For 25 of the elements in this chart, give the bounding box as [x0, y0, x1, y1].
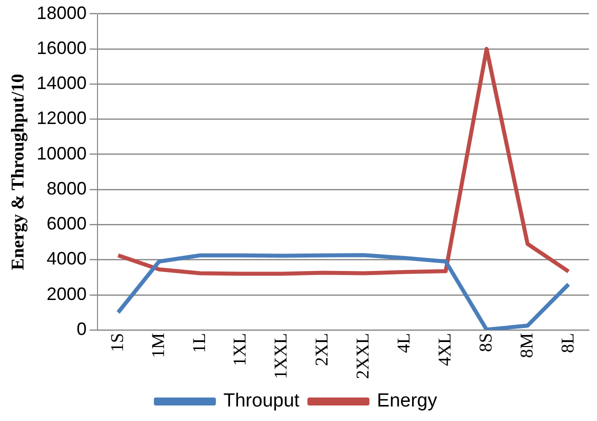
- y-tick-label: 6000: [46, 214, 87, 234]
- x-tick-label: 2XXL: [352, 333, 373, 380]
- x-tick-label: 1XXL: [270, 333, 291, 380]
- x-tick-label: 8M: [516, 333, 536, 358]
- y-tick-label: 14000: [36, 73, 87, 94]
- y-tick-label: 0: [76, 318, 87, 339]
- y-tick-label: 12000: [36, 108, 87, 128]
- y-axis-title: Energy & Throughput/10: [7, 74, 28, 270]
- y-tick-label: 10000: [36, 143, 87, 164]
- legend-label: Throuput: [223, 390, 300, 412]
- x-tick-label: 4L: [393, 333, 414, 354]
- x-tick-label: 8L: [557, 333, 578, 354]
- x-tick-label: 1S: [106, 333, 127, 352]
- legend-label: Energy: [376, 390, 438, 412]
- y-tick-label: 2000: [46, 284, 87, 304]
- y-tick-label: 8000: [46, 178, 87, 198]
- x-tick-label: 8S: [475, 333, 496, 352]
- x-tick-label: 1L: [188, 333, 209, 354]
- y-tick-label: 16000: [36, 38, 87, 58]
- x-tick-label: 1M: [148, 333, 168, 358]
- y-tick-label: 4000: [46, 248, 87, 269]
- x-tick-label: 4XL: [434, 333, 454, 366]
- y-tick-label: 18000: [36, 2, 87, 23]
- x-tick-label: 1XL: [230, 333, 250, 366]
- x-tick-label: 2XL: [312, 333, 332, 366]
